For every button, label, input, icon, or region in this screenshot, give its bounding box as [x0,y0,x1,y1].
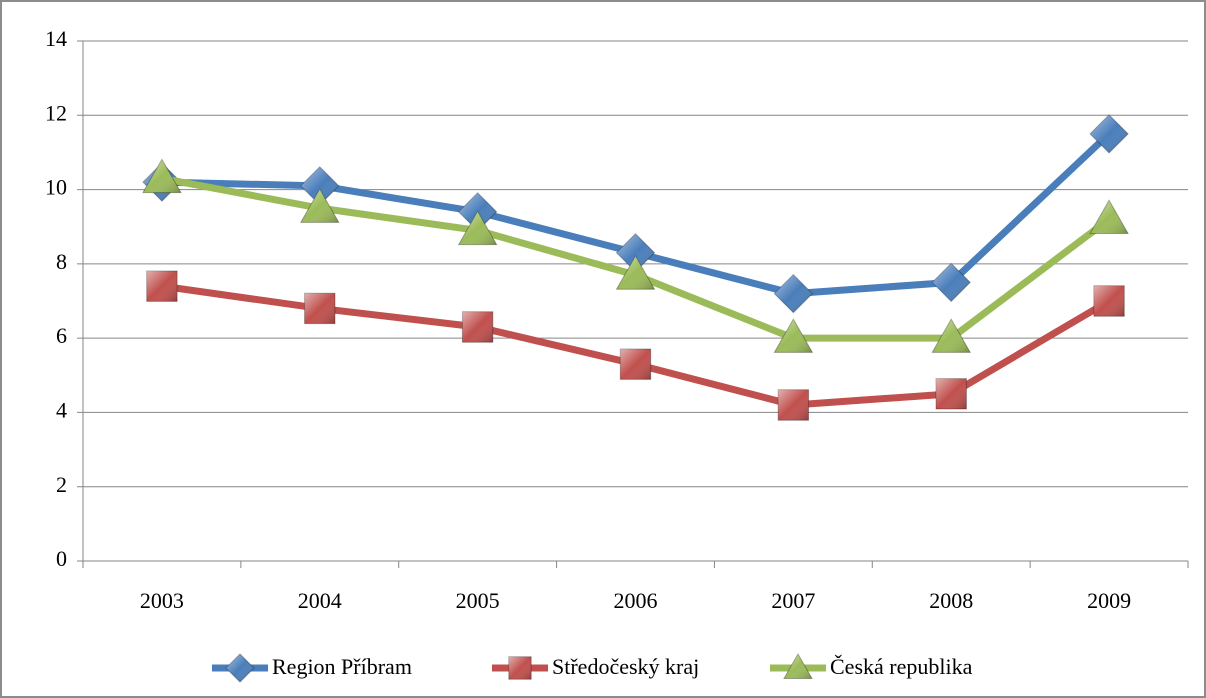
marker-shade [616,256,655,290]
marker-shade [778,389,809,421]
marker-shade [932,263,971,302]
marker-shade [300,166,339,205]
x-tick-label: 2005 [456,588,500,613]
y-tick-label: 10 [45,175,67,200]
marker-shade [146,270,178,302]
legend-label: Region Příbram [272,654,412,679]
marker-shade [774,319,813,353]
marker-shade [616,233,655,272]
x-tick-label: 2009 [1087,588,1131,613]
y-tick-label: 6 [56,323,67,348]
y-tick-label: 14 [45,26,67,51]
marker-shade [774,274,813,313]
marker-shade [620,348,651,380]
marker-shade [142,159,181,193]
marker-shade [304,293,335,324]
marker-shade [936,378,967,410]
x-tick-label: 2007 [771,588,815,613]
y-tick-label: 12 [45,100,67,125]
marker-shade [1093,285,1125,317]
marker-shade [784,654,812,679]
y-tick-label: 0 [56,546,67,571]
y-tick-label: 8 [56,249,67,274]
x-tick-label: 2006 [614,588,658,613]
y-tick-label: 4 [56,397,67,422]
marker-shade [462,311,493,343]
x-tick-label: 2008 [929,588,973,613]
marker-shade [1090,114,1129,153]
legend-label: Středočeský kraj [552,654,699,679]
x-tick-label: 2003 [140,588,184,613]
legend-label: Česká republika [830,654,973,679]
marker-shade [508,656,532,680]
marker-shade [932,319,971,353]
marker-shade [300,189,339,223]
marker-shade [1090,200,1129,234]
marker-shade [226,654,254,682]
x-tick-label: 2004 [298,588,342,613]
y-tick-label: 2 [56,472,67,497]
marker-shade [458,211,497,245]
